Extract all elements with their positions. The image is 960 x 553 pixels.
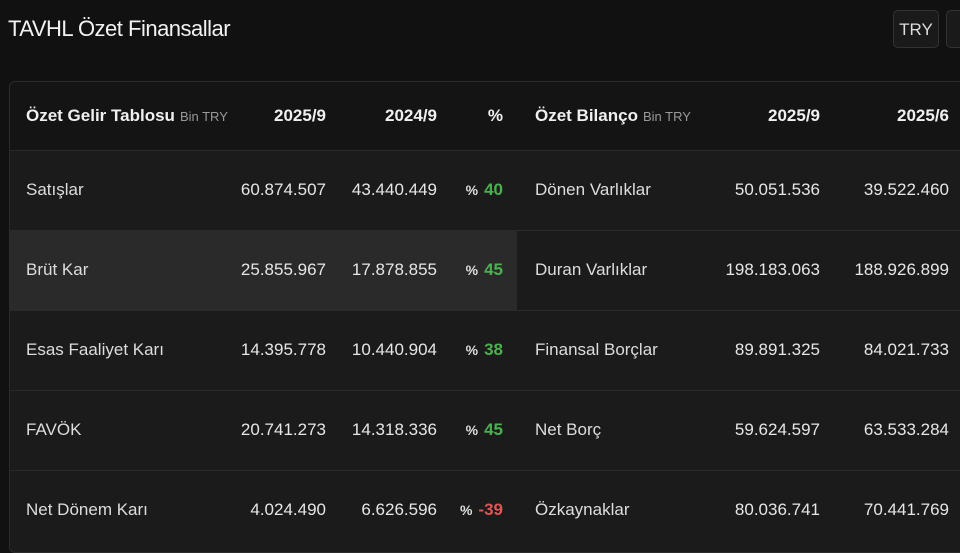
cell-value: 80.036.741 xyxy=(734,500,820,519)
cell-value: 89.891.325 xyxy=(734,340,820,359)
page-title: TAVHL Özet Finansallar xyxy=(8,16,231,41)
row-label: Net Dönem Karı xyxy=(26,500,148,519)
percent-symbol: % xyxy=(465,182,479,198)
header-row xyxy=(10,82,960,150)
row-divider xyxy=(10,230,960,231)
change-cell: % 45 xyxy=(423,419,503,441)
cell-value: 10.440.904 xyxy=(351,340,437,359)
unit-label: Bin TRY xyxy=(179,109,228,124)
cell-value: 25.855.967 xyxy=(240,260,326,279)
row-divider xyxy=(10,150,960,151)
column-header: 2024/9 xyxy=(385,106,437,125)
change-value: 40 xyxy=(484,180,503,199)
column-header: 2025/6 xyxy=(897,106,949,125)
change-cell: % -39 xyxy=(423,499,503,521)
change-value: 38 xyxy=(484,340,503,359)
row-label: Dönen Varlıklar xyxy=(535,180,651,199)
column-header: 2025/9 xyxy=(768,106,820,125)
cell-value: 39.522.460 xyxy=(863,180,949,199)
cell-value: 188.926.899 xyxy=(854,260,949,279)
cell-value: 43.440.449 xyxy=(351,180,437,199)
period-button[interactable]: 5 xyxy=(946,10,960,48)
percent-symbol: % xyxy=(465,422,479,438)
row-divider xyxy=(10,470,960,471)
percent-symbol: % xyxy=(465,262,479,278)
row-highlight xyxy=(10,231,517,310)
income-title: Özet Gelir Tablosu Bin TRY xyxy=(26,106,228,125)
cell-value: 4.024.490 xyxy=(250,500,326,519)
cell-value: 70.441.769 xyxy=(863,500,949,519)
cell-value: 50.051.536 xyxy=(734,180,820,199)
column-header: 2025/9 xyxy=(274,106,326,125)
percent-symbol: % xyxy=(465,342,479,358)
cell-value: 14.395.778 xyxy=(240,340,326,359)
row-divider xyxy=(10,310,960,311)
percent-symbol: % xyxy=(459,502,473,518)
row-label: Finansal Borçlar xyxy=(535,340,658,359)
currency-button[interactable]: TRY xyxy=(893,10,939,48)
change-value: 45 xyxy=(484,260,503,279)
cell-value: 20.741.273 xyxy=(240,420,326,439)
balance-title: Özet Bilanço Bin TRY xyxy=(535,106,691,125)
row-label: Satışlar xyxy=(26,180,84,199)
cell-value: 84.021.733 xyxy=(863,340,949,359)
row-label: Brüt Kar xyxy=(26,260,89,279)
column-header: % xyxy=(487,106,503,125)
row-label: Net Borç xyxy=(535,420,602,439)
row-label: Esas Faaliyet Karı xyxy=(26,340,164,359)
cell-value: 14.318.336 xyxy=(351,420,437,439)
change-value: -39 xyxy=(478,500,503,519)
cell-value: 198.183.063 xyxy=(725,260,820,279)
row-label: FAVÖK xyxy=(26,420,82,439)
row-divider xyxy=(10,390,960,391)
cell-value: 6.626.596 xyxy=(361,500,437,519)
row-label: Özkaynaklar xyxy=(535,500,630,519)
cell-value: 60.874.507 xyxy=(240,180,326,199)
change-cell: % 38 xyxy=(423,339,503,361)
cell-value: 63.533.284 xyxy=(863,420,949,439)
cell-value: 17.878.855 xyxy=(351,260,437,279)
financials-panel: Özet Gelir Tablosu Bin TRY 2025/9 2024/9% Sa… xyxy=(9,81,960,553)
change-cell: % 45 xyxy=(423,259,503,281)
page: TAVHL Özet Finansallar TRY 5 Özet Gelir … xyxy=(8,10,960,553)
cell-value: 59.624.597 xyxy=(734,420,820,439)
unit-label: Bin TRY xyxy=(642,109,691,124)
row-label: Duran Varlıklar xyxy=(535,260,648,279)
change-value: 45 xyxy=(484,420,503,439)
change-cell: % 40 xyxy=(423,179,503,201)
